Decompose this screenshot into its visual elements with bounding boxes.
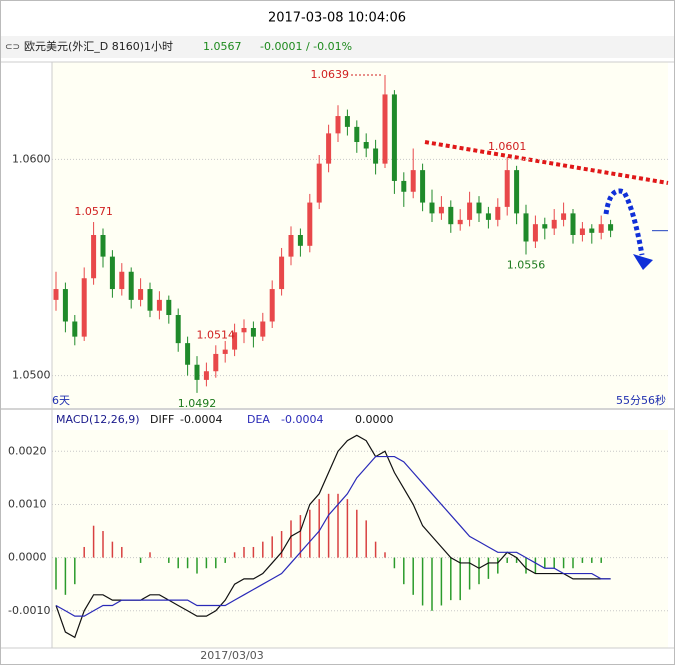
macd-title: MACD(12,26,9) — [56, 413, 140, 426]
candle-body — [166, 299, 172, 316]
y-tick-label: 0.0010 — [8, 497, 47, 510]
candle-body — [363, 142, 369, 149]
candle-body — [420, 170, 426, 203]
forecast-arrow — [603, 188, 645, 256]
symbol: 欧元美元(外汇_D 8160)1小时 — [24, 40, 173, 53]
candle-body — [109, 256, 115, 290]
legend-value: 0.0000 — [355, 413, 394, 426]
candle-body — [457, 219, 463, 225]
y-tick-label: 0.0020 — [8, 444, 47, 457]
candle-body — [382, 94, 388, 164]
candle-body — [326, 133, 332, 164]
price-panel — [52, 62, 668, 408]
icon: ⊂⊃ — [5, 43, 20, 53]
trend-line — [424, 140, 669, 185]
candle-body — [156, 299, 162, 311]
candle-body — [438, 206, 444, 214]
info-bar — [1, 36, 674, 58]
candle-body — [532, 224, 538, 242]
candle-body — [551, 219, 557, 229]
candle-body — [504, 170, 510, 207]
annotation: 1.0639 — [311, 68, 350, 81]
candle-body — [72, 321, 78, 337]
candle-body — [213, 353, 219, 372]
y-tick-label: -0.0010 — [8, 604, 50, 617]
candle-body — [260, 321, 266, 337]
candle-body — [53, 289, 59, 300]
candle-body — [579, 228, 585, 235]
candle-body — [335, 116, 341, 134]
candle-body — [344, 116, 350, 127]
candle-body — [523, 213, 529, 242]
candle-body — [175, 315, 181, 344]
y-tick-label: 1.0500 — [12, 369, 51, 382]
candle-body — [185, 343, 191, 365]
candle-body — [203, 371, 209, 380]
legend-name: DIFF — [150, 413, 174, 426]
legend-name: DEA — [247, 413, 270, 426]
candle-body — [476, 202, 482, 214]
x-label: 2017/03/03 — [200, 649, 263, 662]
candle-body — [598, 224, 604, 233]
candle-body — [561, 213, 567, 220]
candle-body — [91, 235, 97, 279]
candle-body — [307, 202, 313, 246]
legend-value: -0.0004 — [180, 413, 222, 426]
candle-body — [269, 289, 275, 322]
candle-body — [147, 289, 153, 311]
candle-body — [232, 332, 238, 350]
x-label: 6天 — [52, 394, 70, 407]
macd-line — [55, 434, 611, 639]
candle-body — [485, 213, 491, 220]
candle-body — [429, 202, 435, 214]
candle-body — [467, 202, 473, 220]
macd-line — [55, 455, 611, 617]
candle-body — [138, 289, 144, 300]
legend-value: -0.0004 — [281, 413, 323, 426]
candle-body — [279, 256, 285, 290]
annotation: 1.0492 — [178, 397, 217, 410]
candle-body — [288, 235, 294, 257]
candle-body — [391, 94, 397, 181]
candle-body — [194, 364, 200, 380]
candle-body — [448, 206, 454, 225]
candle-body — [128, 271, 134, 300]
candle-body — [100, 235, 106, 257]
y-tick-label: 1.0600 — [12, 152, 51, 165]
candle-body — [241, 327, 247, 333]
price: 1.0567 — [203, 40, 242, 53]
candle-body — [62, 289, 68, 322]
candle-body — [81, 278, 87, 337]
candle-body — [495, 206, 501, 220]
candle-body — [316, 163, 322, 203]
annotation: 1.0514 — [197, 328, 236, 341]
candle-body — [570, 213, 576, 235]
annotation: 1.0601 — [488, 140, 527, 153]
annotation: 1.0571 — [74, 205, 113, 218]
candle-body — [373, 148, 379, 164]
arrow-head — [633, 254, 653, 270]
timestamp: 2017-03-08 10:04:06 — [268, 11, 406, 26]
candle-body — [401, 180, 407, 192]
annotation: 1.0556 — [507, 258, 546, 271]
x-label: 55分56秒 — [616, 393, 666, 407]
candle-body — [297, 235, 303, 246]
candle-body — [250, 327, 256, 337]
candle-body — [589, 228, 595, 233]
macd-panel — [52, 430, 668, 648]
change: -0.0001 / -0.01% — [260, 40, 352, 53]
candle-body — [222, 349, 228, 354]
candle-body — [542, 224, 548, 229]
candle-body — [354, 126, 360, 143]
y-tick-label: 0.0000 — [8, 551, 47, 564]
candle-body — [608, 224, 614, 231]
candle-body — [119, 271, 125, 290]
candle-body — [410, 170, 416, 192]
candle-body — [514, 170, 520, 214]
